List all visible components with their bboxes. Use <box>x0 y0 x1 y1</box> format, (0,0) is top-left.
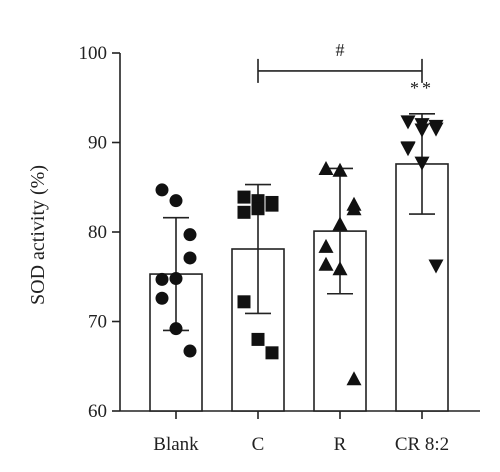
point-1-6 <box>237 295 251 309</box>
point-3-7 <box>414 156 430 171</box>
point-0-2 <box>183 228 197 242</box>
point-3-5 <box>400 142 416 157</box>
x-tick-label-2: R <box>334 434 347 455</box>
point-0-1 <box>169 194 183 208</box>
error-bars <box>163 113 435 332</box>
point-1-3 <box>265 198 279 212</box>
point-1-4 <box>251 202 265 216</box>
point-0-4 <box>169 272 183 286</box>
point-2-3 <box>346 201 362 216</box>
point-3-3 <box>428 122 444 137</box>
point-3-0 <box>400 115 416 130</box>
y-axis-title: SOD activity (%) <box>27 165 49 305</box>
point-2-1 <box>332 162 348 177</box>
x-tick-label-3: CR 8:2 <box>395 434 449 455</box>
point-0-7 <box>169 322 183 336</box>
point-3-4 <box>414 123 430 138</box>
point-0-6 <box>155 291 169 305</box>
point-2-5 <box>318 238 334 253</box>
annotations: # ** <box>257 40 434 98</box>
point-2-7 <box>332 261 348 276</box>
point-0-0 <box>155 183 169 197</box>
x-tick-label-0: Blank <box>153 434 199 455</box>
point-2-6 <box>318 256 334 271</box>
significance-label-0: ** <box>410 78 434 98</box>
axes: 60 70 80 90 100 Blank C R CR 8:2 <box>79 43 480 455</box>
point-0-3 <box>183 251 197 265</box>
point-3-8 <box>428 259 444 274</box>
point-1-7 <box>251 332 265 346</box>
point-1-8 <box>265 346 279 360</box>
bars <box>149 163 449 412</box>
point-0-5 <box>155 272 169 286</box>
y-tick-label-60: 60 <box>88 401 107 422</box>
point-2-0 <box>318 160 334 175</box>
point-2-4 <box>332 216 348 231</box>
y-tick-label-70: 70 <box>88 312 107 333</box>
point-0-8 <box>183 344 197 358</box>
point-1-0 <box>237 190 251 204</box>
x-tick-label-1: C <box>252 434 265 455</box>
y-tick-label-100: 100 <box>79 43 108 64</box>
point-1-5 <box>237 205 251 219</box>
y-tick-label-90: 90 <box>88 133 107 154</box>
point-2-8 <box>346 371 362 386</box>
comparison-label-0: # <box>336 40 345 60</box>
y-tick-label-80: 80 <box>88 222 107 243</box>
data-points <box>155 115 444 386</box>
